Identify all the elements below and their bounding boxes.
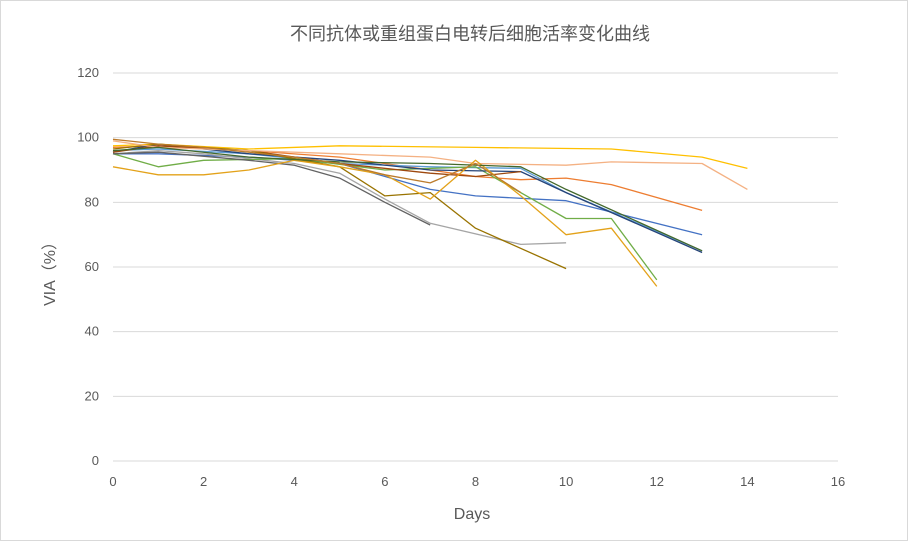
y-axis-label: VIA（%）: [41, 234, 59, 306]
series-line-3: [112, 149, 567, 246]
series-line-11: [112, 140, 748, 190]
series-line-13: [112, 146, 703, 252]
y-tick-label: 60: [85, 259, 99, 274]
x-tick-label: 14: [740, 474, 754, 489]
y-tick-label: 100: [77, 130, 99, 145]
series-line-5: [112, 148, 703, 252]
x-tick-label: 10: [559, 474, 573, 489]
series-lines: [112, 138, 748, 287]
series-line-1: [113, 153, 703, 236]
y-tick-labels: 0 20 40 60 80 100 120: [77, 65, 99, 468]
y-tick-label: 20: [85, 388, 99, 403]
series-line-9: [112, 151, 431, 226]
y-tick-label: 80: [85, 194, 99, 209]
series-line-6: [112, 153, 658, 281]
x-tick-label: 0: [109, 474, 116, 489]
x-tick-label: 2: [200, 474, 207, 489]
gridlines: [113, 72, 838, 462]
x-tick-label: 12: [650, 474, 664, 489]
y-tick-label: 120: [77, 65, 99, 80]
x-tick-label: 8: [472, 474, 479, 489]
x-tick-label: 4: [291, 474, 298, 489]
series-line-14: [112, 138, 522, 194]
y-tick-label: 0: [92, 453, 99, 468]
x-axis-label: Days: [454, 506, 490, 523]
series-line-10: [112, 143, 567, 270]
y-tick-label: 40: [85, 324, 99, 339]
x-tick-labels: 0 2 4 6 8 10 12 14 16: [109, 474, 845, 489]
x-tick-label: 6: [381, 474, 388, 489]
chart-title: 不同抗体或重组蛋白电转后细胞活率变化曲线: [290, 24, 650, 45]
x-tick-label: 16: [831, 474, 845, 489]
